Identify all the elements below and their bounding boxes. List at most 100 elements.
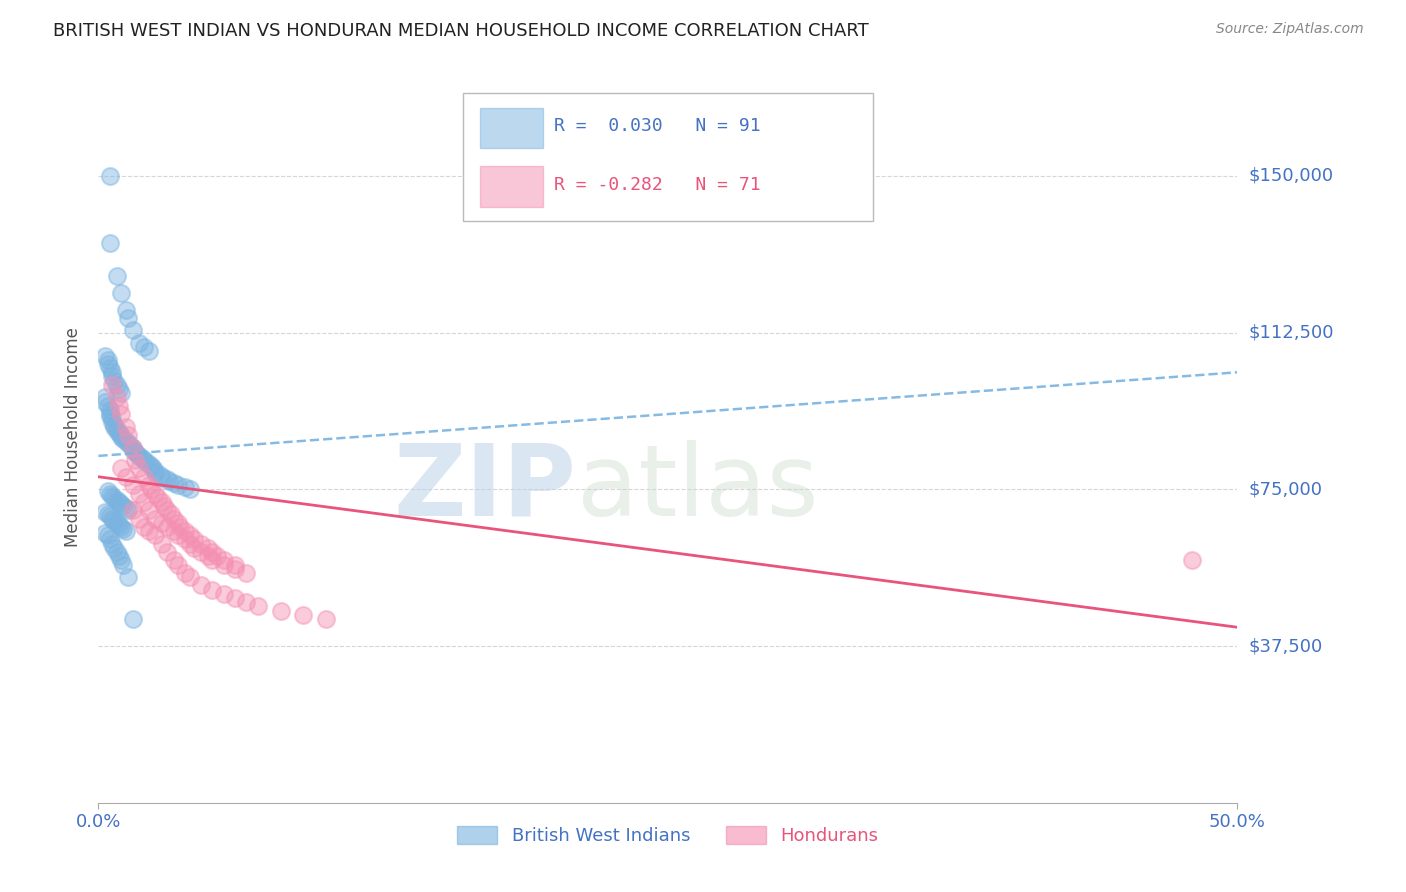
Text: $75,000: $75,000 [1249,480,1323,499]
Text: $112,500: $112,500 [1249,324,1334,342]
Point [101,411,124,425]
Y-axis label: Median Household Income: Median Household Income [65,327,83,547]
Text: $150,000: $150,000 [1249,167,1334,185]
Point [105,422,128,436]
Text: $37,500: $37,500 [1249,637,1323,655]
Point [114,524,136,538]
Text: BRITISH WEST INDIAN VS HONDURAN MEDIAN HOUSEHOLD INCOME CORRELATION CHART: BRITISH WEST INDIAN VS HONDURAN MEDIAN H… [53,22,869,40]
Point [108,517,131,532]
Point [174,480,197,494]
Point [120,438,142,452]
Point [179,483,201,497]
Point [212,553,235,567]
Point [169,520,191,534]
Point [1181,553,1204,567]
Point [94,526,117,541]
Point [110,553,132,567]
Point [117,310,139,325]
Point [145,463,167,477]
Point [103,419,125,434]
Point [101,377,124,392]
Point [121,441,143,455]
Point [174,533,197,547]
FancyBboxPatch shape [463,94,873,221]
Point [110,428,132,442]
Point [212,558,235,572]
Text: Source: ZipAtlas.com: Source: ZipAtlas.com [1216,22,1364,37]
Point [146,491,169,505]
Point [128,511,150,525]
Point [157,474,180,488]
Point [150,536,173,550]
Point [135,455,157,469]
Point [190,536,212,550]
Point [98,409,121,424]
Point [124,453,146,467]
Point [167,478,190,492]
Point [94,394,117,409]
Point [201,582,224,597]
Point [212,587,235,601]
Point [121,612,143,626]
Point [150,516,173,530]
Point [110,430,132,444]
Point [105,424,128,438]
Text: ZIP: ZIP [394,440,576,537]
Point [156,503,179,517]
Point [101,365,124,379]
Point [160,508,183,522]
Point [156,545,179,559]
Point [138,478,160,492]
Point [292,607,315,622]
Point [105,492,128,507]
Point [174,524,197,538]
Point [235,566,257,580]
Point [103,541,125,555]
Point [128,486,150,500]
Point [105,390,128,404]
Point [98,235,121,250]
Point [145,528,167,542]
Point [105,516,128,530]
Point [117,503,139,517]
Point [103,491,125,505]
Point [110,520,132,534]
Point [117,436,139,450]
Point [105,269,128,284]
Point [190,545,212,559]
Point [145,511,167,525]
Point [205,549,228,564]
Point [121,441,143,455]
Point [156,472,179,486]
Point [103,514,125,528]
Point [145,466,167,480]
Point [167,528,190,542]
Point [149,467,172,482]
Point [156,520,179,534]
Point [94,390,117,404]
Point [101,511,124,525]
Point [110,407,132,421]
Point [179,570,201,584]
FancyBboxPatch shape [479,167,543,207]
Point [142,461,165,475]
Point [101,536,124,550]
Point [101,416,124,430]
Point [128,449,150,463]
Point [197,541,219,555]
Point [132,520,155,534]
Point [96,528,118,542]
Point [110,386,132,401]
Point [201,545,224,559]
Point [96,484,118,499]
Point [98,403,121,417]
Point [132,340,155,354]
Point [183,541,205,555]
Point [114,501,136,516]
Point [128,461,150,475]
Point [183,533,205,547]
Point [110,497,132,511]
Point [121,478,143,492]
Text: R =  0.030   N = 91: R = 0.030 N = 91 [554,117,761,136]
Point [138,503,160,517]
